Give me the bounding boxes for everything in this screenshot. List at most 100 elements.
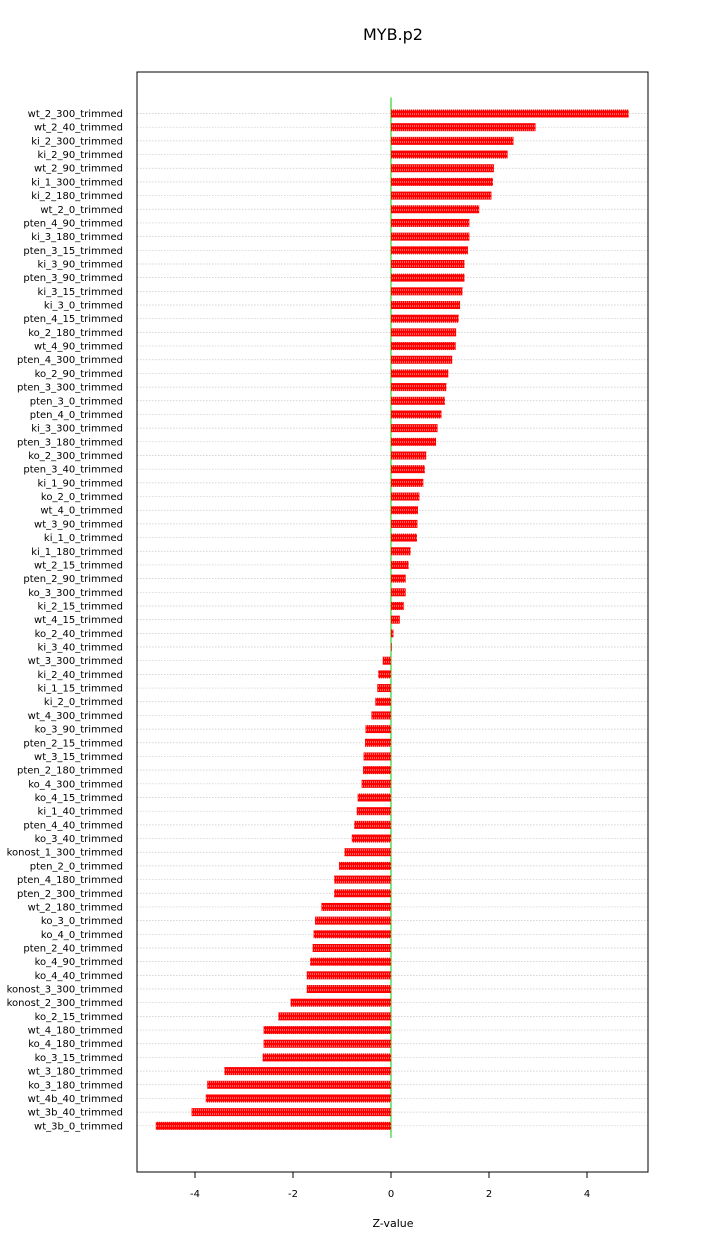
category-label: wt_4_90_trimmed: [34, 342, 123, 353]
bar-ki_2_300_trimmed: [391, 136, 514, 145]
category-label: pten_3_40_trimmed: [23, 465, 123, 476]
x-tick-label: -4: [190, 1189, 200, 1200]
category-label: pten_3_90_trimmed: [23, 273, 123, 284]
category-label: wt_4_15_trimmed: [34, 615, 123, 626]
category-label: ki_3_15_trimmed: [38, 287, 123, 298]
bar-ki_2_90_trimmed: [391, 150, 508, 159]
bar-ki_2_40_trimmed: [378, 670, 391, 679]
bar-konost_3_300_trimmed: [306, 985, 391, 994]
bar-ki_3_300_trimmed: [391, 424, 438, 433]
bar-ko_4_15_trimmed: [357, 793, 391, 802]
category-label: ko_3_90_trimmed: [35, 725, 123, 736]
category-label: pten_3_0_trimmed: [30, 396, 123, 407]
bar-wt_3b_40_trimmed: [191, 1108, 391, 1117]
category-label: wt_3_90_trimmed: [34, 519, 123, 530]
category-label: ki_1_300_trimmed: [31, 177, 123, 188]
bar-ki_2_0_trimmed: [375, 697, 391, 706]
category-label: ko_3_0_trimmed: [41, 916, 123, 927]
bar-wt_4_15_trimmed: [391, 615, 400, 624]
category-label: ki_1_0_trimmed: [44, 533, 123, 544]
category-label: wt_3_300_trimmed: [28, 656, 123, 667]
category-label: ko_3_300_trimmed: [28, 588, 123, 599]
category-label: pten_3_15_trimmed: [23, 246, 123, 257]
bar-ko_3_90_trimmed: [365, 725, 391, 734]
category-label: wt_4_300_trimmed: [28, 711, 123, 722]
bar-pten_3_40_trimmed: [391, 465, 425, 474]
bar-konost_2_300_trimmed: [290, 998, 391, 1007]
category-label: pten_4_40_trimmed: [23, 820, 123, 831]
bar-ki_2_15_trimmed: [391, 601, 404, 610]
bar-wt_3_90_trimmed: [391, 519, 418, 528]
category-label: ki_2_15_trimmed: [38, 601, 123, 612]
category-label: wt_2_40_trimmed: [34, 123, 123, 134]
category-label: pten_2_40_trimmed: [23, 943, 123, 954]
bar-wt_3_15_trimmed: [363, 752, 391, 761]
category-label: ki_3_90_trimmed: [38, 259, 123, 270]
bar-ki_1_40_trimmed: [356, 807, 391, 816]
bar-wt_3_300_trimmed: [382, 656, 391, 665]
category-label: ko_4_40_trimmed: [35, 971, 123, 982]
bar-pten_4_300_trimmed: [391, 355, 453, 364]
bar-konost_1_300_trimmed: [344, 848, 391, 857]
bar-wt_2_40_trimmed: [391, 123, 536, 132]
category-label: wt_2_300_trimmed: [28, 109, 123, 120]
bar-pten_4_15_trimmed: [391, 314, 459, 323]
bar-pten_3_300_trimmed: [391, 383, 447, 392]
bar-pten_2_180_trimmed: [363, 766, 391, 775]
x-axis: -4 -2 0 2 4: [190, 1172, 590, 1200]
x-tick-label: 0: [388, 1189, 394, 1200]
bar-ko_3_15_trimmed: [262, 1053, 391, 1062]
bar-wt_2_300_trimmed: [391, 109, 629, 118]
x-axis-title: Z-value: [372, 1217, 413, 1230]
bar-pten_4_180_trimmed: [334, 875, 391, 884]
category-label: ko_2_180_trimmed: [28, 328, 123, 339]
bar-pten_2_15_trimmed: [365, 738, 391, 747]
bar-wt_2_0_trimmed: [391, 205, 480, 214]
category-label: ki_2_40_trimmed: [38, 670, 123, 681]
category-label: ko_4_300_trimmed: [28, 779, 123, 790]
category-label: pten_2_15_trimmed: [23, 738, 123, 749]
category-label: ko_3_180_trimmed: [28, 1080, 123, 1091]
category-label: ko_3_40_trimmed: [35, 834, 123, 845]
bar-wt_2_90_trimmed: [391, 164, 494, 173]
bar-ki_3_40_trimmed: [391, 643, 392, 652]
category-label: ki_2_90_trimmed: [38, 150, 123, 161]
category-label: pten_3_300_trimmed: [17, 383, 123, 394]
category-label: pten_4_0_trimmed: [30, 410, 123, 421]
category-label: ki_1_40_trimmed: [38, 807, 123, 818]
category-label: ki_3_40_trimmed: [38, 643, 123, 654]
bar-ki_3_0_trimmed: [391, 301, 461, 310]
x-tick-label: -2: [288, 1189, 298, 1200]
bar-ki_3_15_trimmed: [391, 287, 463, 296]
bar-ki_1_90_trimmed: [391, 478, 424, 487]
category-label: wt_3b_0_trimmed: [34, 1121, 123, 1132]
bar-wt_2_15_trimmed: [391, 560, 409, 569]
bar-ki_2_180_trimmed: [391, 191, 492, 200]
bar-ki_1_180_trimmed: [391, 547, 411, 556]
category-label: pten_4_180_trimmed: [17, 875, 123, 886]
bar-ko_3_0_trimmed: [315, 916, 391, 925]
bar-pten_4_90_trimmed: [391, 218, 470, 227]
category-label: konost_3_300_trimmed: [7, 985, 123, 996]
category-label: wt_2_15_trimmed: [34, 560, 123, 571]
category-labels: wt_2_300_trimmed wt_2_40_trimmed ki_2_300_…: [7, 109, 123, 1132]
bar-ki_3_180_trimmed: [391, 232, 470, 241]
category-label: ki_1_15_trimmed: [38, 684, 123, 695]
bar-pten_4_0_trimmed: [391, 410, 442, 419]
bar-ko_3_40_trimmed: [351, 834, 391, 843]
category-label: wt_4_180_trimmed: [28, 1026, 123, 1037]
bar-ko_4_40_trimmed: [306, 971, 391, 980]
bar-pten_2_0_trimmed: [339, 861, 391, 870]
category-label: ko_2_40_trimmed: [35, 629, 123, 640]
bar-ki_3_90_trimmed: [391, 259, 465, 268]
category-label: wt_3_15_trimmed: [34, 752, 123, 763]
bar-wt_4_180_trimmed: [263, 1026, 391, 1035]
category-label: ki_3_0_trimmed: [44, 301, 123, 312]
category-label: ki_2_180_trimmed: [31, 191, 123, 202]
category-label: ki_2_300_trimmed: [31, 136, 123, 147]
bar-ko_2_90_trimmed: [391, 369, 449, 378]
category-label: pten_4_300_trimmed: [17, 355, 123, 366]
category-label: wt_4_0_trimmed: [40, 506, 123, 517]
bar-pten_2_300_trimmed: [334, 889, 391, 898]
